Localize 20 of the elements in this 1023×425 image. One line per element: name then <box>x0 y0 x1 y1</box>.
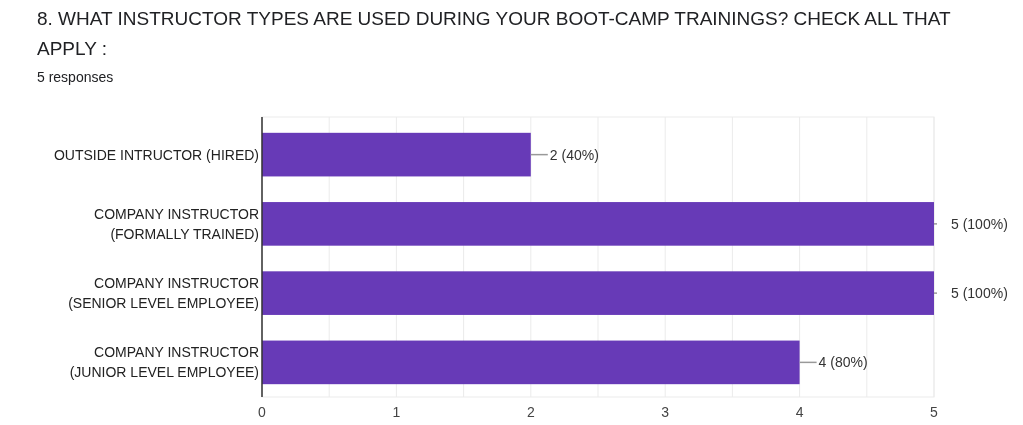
x-tick-label: 2 <box>526 404 535 420</box>
x-tick-label: 0 <box>258 404 267 420</box>
x-tick-label: 4 <box>795 404 804 420</box>
data-label: 4 (80%) <box>818 354 868 371</box>
text: 5 responses <box>37 69 114 85</box>
y-tick-label: OUTSIDE INTRUCTOR (HIRED) <box>53 146 259 163</box>
bar <box>262 202 934 246</box>
x-tick-label: 3 <box>661 404 670 420</box>
data-label: 5 (100%) <box>951 215 1008 232</box>
bar <box>262 132 531 177</box>
data-label: 5 (100%) <box>951 285 1008 302</box>
y-tick-label: COMPANY INSTRUCTOR (FORMALLY TRAINED) <box>94 205 259 242</box>
y-tick-label: COMPANY INSTRUCTOR (JUNIOR LEVEL EMPLOYEE) <box>69 344 259 381</box>
chart-title: 8. WHAT INSTRUCTOR TYPES ARE USED DURING YOUR BOOT-CAMP TRAININGS? CHECK ALL THAT APPLY : <box>37 8 951 59</box>
bar <box>262 271 934 315</box>
x-tick-label: 5 <box>930 404 939 420</box>
x-tick-label: 1 <box>392 404 401 420</box>
y-tick-label: COMPANY INSTRUCTOR (SENIOR LEVEL EMPLOYEE) <box>68 275 259 312</box>
bar <box>262 340 800 385</box>
data-label: 2 (40%) <box>549 146 599 163</box>
